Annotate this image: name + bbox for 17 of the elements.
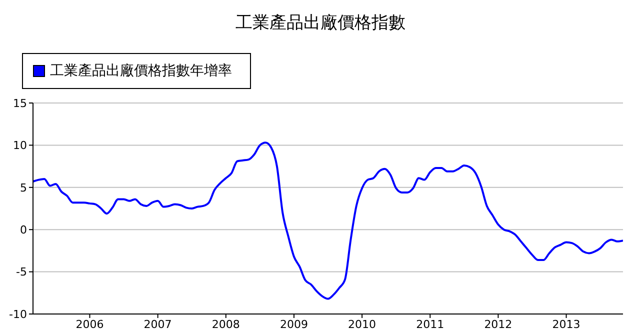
x-tick-label: 2006 — [76, 318, 104, 331]
x-tick-label: 2011 — [416, 318, 444, 331]
x-tick-label: 2010 — [348, 318, 376, 331]
y-tick-label: 15 — [13, 96, 27, 110]
x-tick-label: 2012 — [484, 318, 512, 331]
x-tick-label: 2009 — [280, 318, 308, 331]
y-tick-label: -5 — [16, 266, 27, 279]
x-tick-label: 2007 — [144, 318, 172, 331]
x-tick-label: 2008 — [212, 318, 240, 331]
chart-title: 工業產品出廠價格指數 — [234, 12, 406, 35]
line-series — [33, 142, 623, 300]
y-tick-label: -10 — [9, 308, 27, 321]
y-tick-label: 5 — [20, 181, 27, 194]
legend-label: 工業產品出廠價格指數年增率 — [50, 62, 232, 80]
x-tick-label: 2013 — [552, 318, 580, 331]
y-tick-label: 0 — [20, 224, 27, 237]
y-tick-label: 10 — [13, 139, 27, 152]
